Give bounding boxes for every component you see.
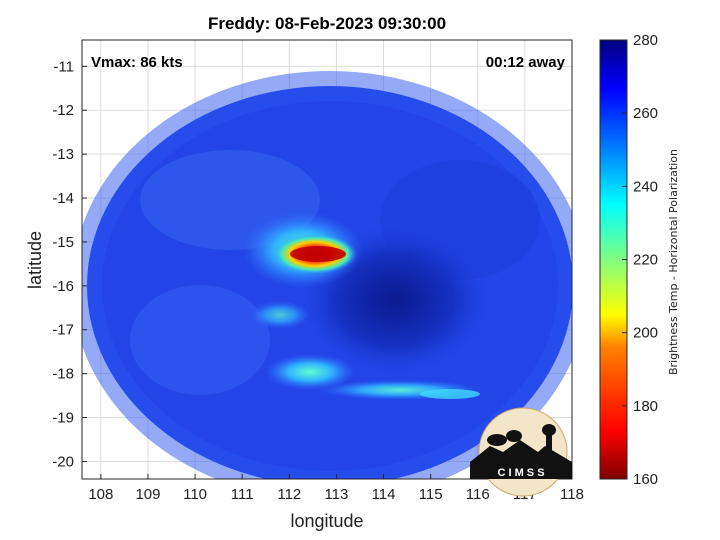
x-tick-label: 110 (183, 486, 207, 503)
cimss-logo: C I M S S (470, 407, 572, 497)
y-tick-label: -12 (52, 102, 74, 119)
vmax-annotation: Vmax: 86 kts (91, 54, 183, 71)
colorbar-ticks: 280 260 240 220 200 180 160 (622, 32, 658, 488)
cimss-logo-text: C I M S S (497, 467, 544, 479)
y-tick-label: -13 (52, 146, 74, 163)
y-tick-label: -17 (52, 322, 74, 339)
y-tick-label: -14 (52, 190, 74, 207)
rainband-south (265, 354, 355, 390)
colorbar-label: Brightness Temp - Horizontal Polarizatio… (667, 149, 680, 375)
colorbar-tick-label: 200 (633, 325, 658, 342)
time-away-annotation: 00:12 away (486, 54, 566, 71)
x-tick-label: 109 (135, 486, 160, 503)
y-tick-label: -16 (52, 278, 74, 295)
x-tick-label: 115 (419, 486, 443, 503)
x-tick-label: 116 (466, 486, 490, 503)
colorbar-tick-label: 260 (633, 105, 658, 122)
y-tick-label: -15 (52, 234, 74, 251)
colorbar-tick-label: 180 (633, 398, 658, 415)
y-axis-ticks: -11 -12 -13 -14 -15 -16 -17 -18 -19 -20 (52, 58, 87, 470)
colorbar-tick-label: 240 (633, 178, 658, 195)
y-axis-label: latitude (25, 231, 45, 289)
x-tick-label: 108 (88, 486, 113, 503)
y-tick-label: -18 (52, 366, 74, 383)
x-tick-label: 112 (277, 486, 301, 503)
x-tick-label: 113 (324, 486, 348, 503)
x-tick-label: 118 (560, 486, 584, 503)
x-tick-label: 114 (372, 486, 396, 503)
swath-image (82, 71, 572, 479)
y-tick-label: -20 (52, 453, 74, 470)
plot-frame (81, 39, 573, 480)
colorbar-tick-label: 220 (633, 252, 658, 269)
chart-title: Freddy: 08-Feb-2023 09:30:00 (208, 14, 446, 33)
y-tick-label: -11 (53, 58, 74, 75)
x-axis-label: longitude (290, 511, 363, 531)
colorbar-tick-label: 160 (633, 471, 658, 488)
colorbar-tick-label: 280 (633, 32, 658, 49)
x-tick-label: 111 (231, 486, 254, 503)
y-tick-label: -19 (52, 410, 74, 427)
